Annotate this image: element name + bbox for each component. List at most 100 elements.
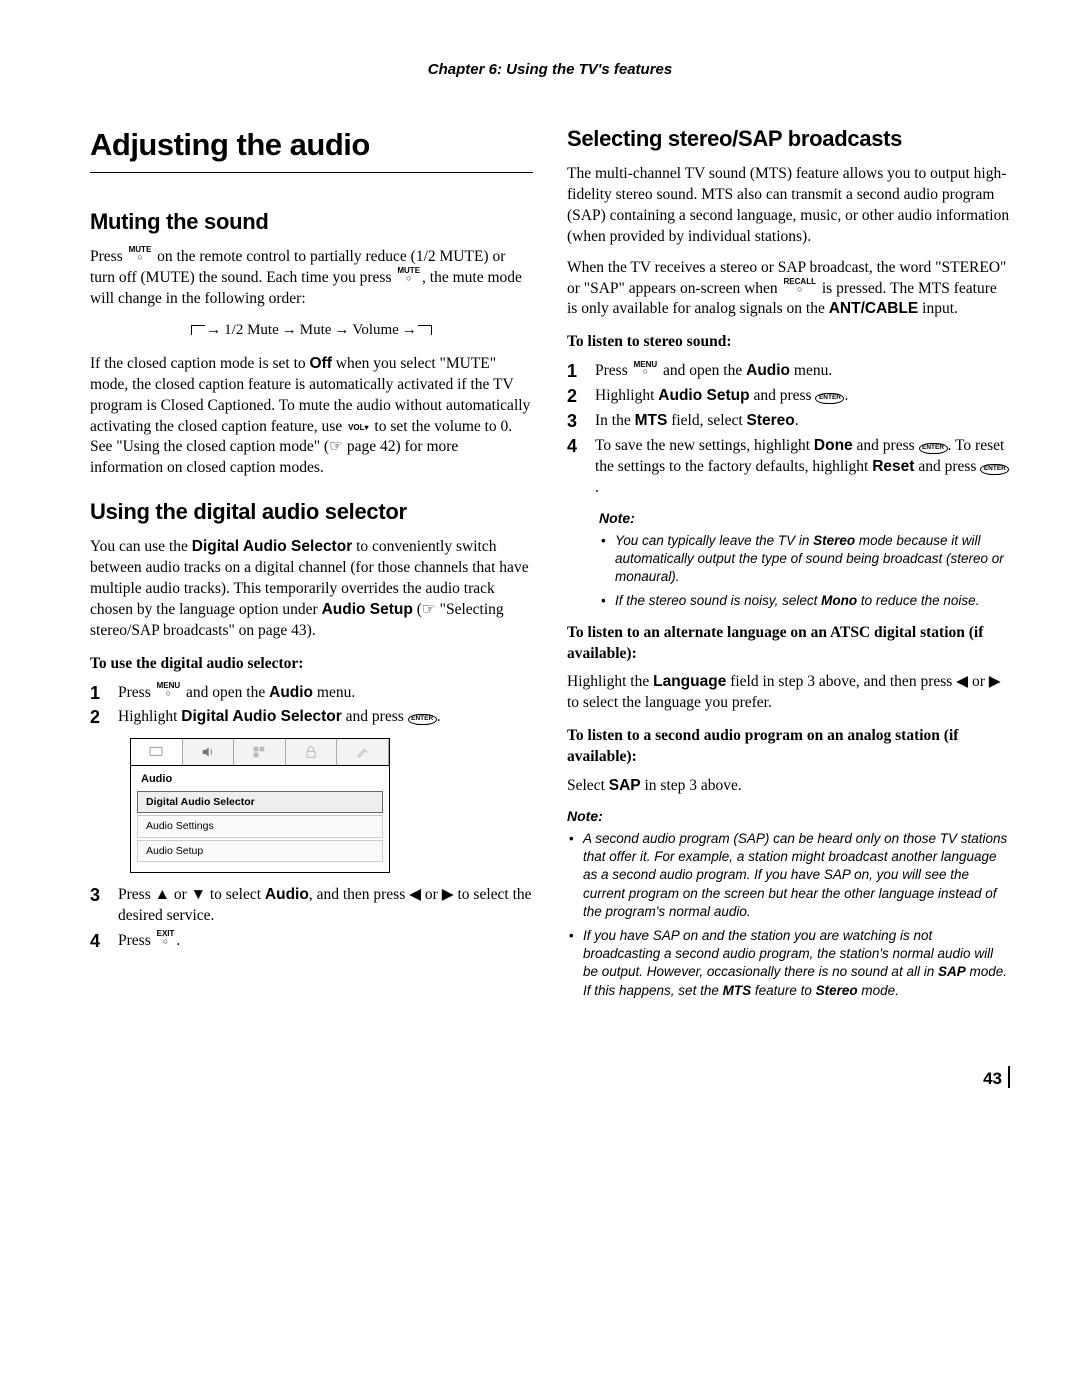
tab-picture-icon xyxy=(131,739,183,765)
mute-flow-diagram: → 1/2 Mute → Mute → Volume → xyxy=(90,320,533,340)
vol-down-icon: VOL▾ xyxy=(348,425,368,431)
note-item: If the stereo sound is noisy, select Mon… xyxy=(599,592,1010,610)
mute-button-icon: MUTE○ xyxy=(397,268,420,282)
menu-item-setup: Audio Setup xyxy=(137,840,383,862)
text: Press xyxy=(90,248,127,265)
menu-item-settings: Audio Settings xyxy=(137,815,383,837)
exit-button-icon: EXIT○ xyxy=(157,931,175,945)
text: You can typically leave the TV in xyxy=(615,533,813,548)
text: and open the xyxy=(659,362,746,379)
tab-lock-icon xyxy=(286,739,338,765)
text: feature to xyxy=(751,983,816,998)
text: To save the new settings, highlight xyxy=(595,437,814,454)
step-number: 2 xyxy=(90,707,104,728)
stereo-p1: The multi-channel TV sound (MTS) feature… xyxy=(567,164,1010,248)
menu-button-icon: MENU○ xyxy=(157,683,181,697)
step-body: Press EXIT○. xyxy=(118,931,533,952)
sap-label: SAP xyxy=(938,964,966,979)
menu-item-das: Digital Audio Selector xyxy=(137,791,383,813)
mute-button-icon: MUTE○ xyxy=(129,247,152,261)
tab-setup-icon xyxy=(337,739,389,765)
proc-head-stereo: To listen to stereo sound: xyxy=(567,332,1010,353)
muting-p1: Press MUTE○ on the remote control to par… xyxy=(90,247,533,310)
text: mode. xyxy=(858,983,899,998)
text: and press xyxy=(914,458,980,475)
h2-muting-sound: Muting the sound xyxy=(90,207,533,237)
proc-head-sap: To listen to a second audio program on a… xyxy=(567,726,1010,768)
das-label: Digital Audio Selector xyxy=(192,538,352,555)
text: and press xyxy=(342,708,408,725)
right-column: Selecting stereo/SAP broadcasts The mult… xyxy=(567,124,1010,1006)
text: Highlight the xyxy=(567,673,653,690)
flow-12mute: 1/2 Mute xyxy=(224,320,279,340)
text: menu. xyxy=(790,362,832,379)
done-label: Done xyxy=(814,437,853,454)
text: field, select xyxy=(667,412,746,429)
text: Press ▲ or ▼ to select xyxy=(118,886,265,903)
note-list-2: A second audio program (SAP) can be hear… xyxy=(567,830,1010,1000)
chapter-header: Chapter 6: Using the TV's features xyxy=(90,60,1010,80)
text: Press xyxy=(118,684,155,701)
language-label: Language xyxy=(653,673,726,690)
two-column-layout: Adjusting the audio Muting the sound Pre… xyxy=(90,124,1010,1006)
reset-label: Reset xyxy=(872,458,914,475)
menu-tabs xyxy=(131,739,389,766)
das-steps: 1 Press MENU○ and open the Audio menu. 2… xyxy=(90,683,533,729)
text: and open the xyxy=(182,684,269,701)
proc-head-das: To use the digital audio selector: xyxy=(90,654,533,675)
text: . xyxy=(176,932,180,949)
flow-volume: Volume xyxy=(352,320,398,340)
step-number: 1 xyxy=(90,683,104,704)
mono-label: Mono xyxy=(821,593,857,608)
text: Press xyxy=(595,362,632,379)
step-number: 1 xyxy=(567,361,581,382)
enter-icon: ENTER xyxy=(980,464,1009,475)
text: to reduce the noise. xyxy=(857,593,979,608)
enter-icon: ENTER xyxy=(408,714,437,725)
note-head: Note: xyxy=(567,807,1010,826)
sap-label: SAP xyxy=(609,777,641,794)
ant-cable-label: ANT/CABLE xyxy=(829,300,919,317)
text: Select xyxy=(567,777,609,794)
text: If the closed caption mode is set to xyxy=(90,355,310,372)
step-body: In the MTS field, select Stereo. xyxy=(595,411,1010,432)
text: menu. xyxy=(313,684,355,701)
audio-setup-label: Audio Setup xyxy=(658,387,749,404)
note-item: If you have SAP on and the station you a… xyxy=(567,927,1010,1000)
note-item: A second audio program (SAP) can be hear… xyxy=(567,830,1010,921)
menu-button-icon: MENU○ xyxy=(634,362,658,376)
stereo-label: Stereo xyxy=(747,412,795,429)
h1-adjusting-audio: Adjusting the audio xyxy=(90,124,533,173)
text: If the stereo sound is noisy, select xyxy=(615,593,821,608)
step-number: 3 xyxy=(90,885,104,906)
step-body: Highlight Digital Audio Selector and pre… xyxy=(118,707,533,728)
flow-mute: Mute xyxy=(300,320,332,340)
text: Highlight xyxy=(595,387,658,404)
step-number: 3 xyxy=(567,411,581,432)
enter-icon: ENTER xyxy=(919,443,948,454)
menu-title: Audio xyxy=(137,770,383,789)
page-number: 43 xyxy=(90,1066,1010,1091)
das-label: Digital Audio Selector xyxy=(181,708,341,725)
text: You can use the xyxy=(90,538,192,555)
step-number: 2 xyxy=(567,386,581,407)
text: Press xyxy=(118,932,155,949)
text: input. xyxy=(918,300,958,317)
off-label: Off xyxy=(310,355,332,372)
menu-body: Audio Digital Audio Selector Audio Setti… xyxy=(131,766,389,871)
stereo-label: Stereo xyxy=(816,983,858,998)
tab-audio-icon xyxy=(183,739,235,765)
h2-stereo-sap: Selecting stereo/SAP broadcasts xyxy=(567,124,1010,154)
alt-lang-p: Highlight the Language field in step 3 a… xyxy=(567,672,1010,714)
audio-label: Audio xyxy=(746,362,790,379)
step-body: Highlight Audio Setup and press ENTER. xyxy=(595,386,1010,407)
audio-setup-label: Audio Setup xyxy=(322,601,413,618)
mts-label: MTS xyxy=(635,412,668,429)
step-number: 4 xyxy=(90,931,104,952)
audio-label: Audio xyxy=(265,886,309,903)
text: and press xyxy=(853,437,919,454)
tab-app-icon xyxy=(234,739,286,765)
note-item: You can typically leave the TV in Stereo… xyxy=(599,532,1010,587)
text: In the xyxy=(595,412,635,429)
left-column: Adjusting the audio Muting the sound Pre… xyxy=(90,124,533,1006)
